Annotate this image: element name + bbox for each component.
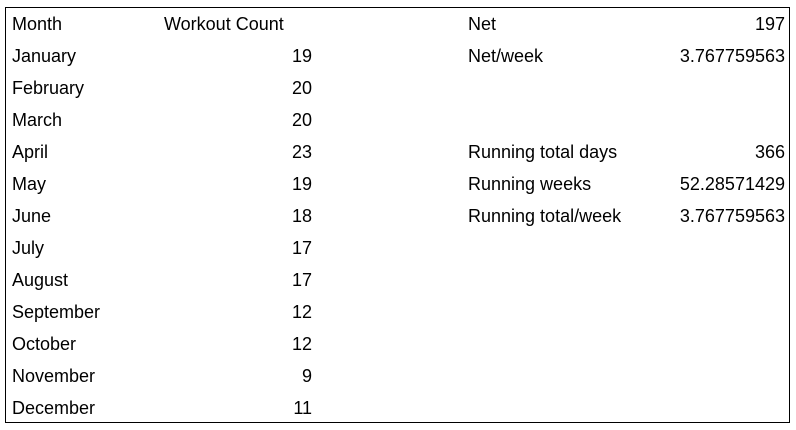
stat-label[interactable]: Running total/week — [468, 206, 622, 226]
month-cell[interactable]: June — [12, 206, 52, 226]
stat-label[interactable]: Net/week — [468, 46, 544, 66]
stat-label[interactable]: Running total days — [468, 142, 618, 162]
month-cell[interactable]: October — [12, 334, 77, 354]
stat-row-running-total-days: Running total days 366 — [468, 136, 785, 168]
month-cell[interactable]: August — [12, 270, 69, 290]
stat-row-running-total-week: Running total/week 3.767759563 — [468, 200, 785, 232]
header-month[interactable]: Month — [12, 14, 63, 34]
table-row: September 12 — [12, 296, 312, 328]
table-row: August 17 — [12, 264, 312, 296]
table-row: July 17 — [12, 232, 312, 264]
month-cell[interactable]: September — [12, 302, 101, 322]
month-cell[interactable]: July — [12, 238, 45, 258]
month-cell[interactable]: January — [12, 46, 77, 66]
stat-label[interactable]: Running weeks — [468, 174, 592, 194]
stat-value[interactable]: 366 — [754, 142, 785, 162]
count-cell[interactable]: 18 — [291, 206, 312, 226]
header-workout-count[interactable]: Workout Count — [164, 14, 284, 34]
stat-label[interactable]: Net — [468, 14, 497, 34]
table-row: January 19 — [12, 40, 312, 72]
stat-value[interactable]: 3.767759563 — [679, 206, 785, 226]
table-row: February 20 — [12, 72, 312, 104]
stat-row-net: Net 197 — [468, 8, 785, 40]
month-cell[interactable]: December — [12, 398, 96, 418]
count-cell[interactable]: 12 — [291, 334, 312, 354]
month-cell[interactable]: November — [12, 366, 96, 386]
empty-row — [468, 104, 785, 136]
count-cell[interactable]: 20 — [291, 78, 312, 98]
empty-row — [468, 72, 785, 104]
count-cell[interactable]: 9 — [301, 366, 312, 386]
month-cell[interactable]: April — [12, 142, 49, 162]
stat-row-net-week: Net/week 3.767759563 — [468, 40, 785, 72]
table-row: March 20 — [12, 104, 312, 136]
stat-value[interactable]: 52.28571429 — [679, 174, 785, 194]
spreadsheet-region: Month Workout Count January 19 February … — [5, 7, 790, 423]
workout-table: Month Workout Count January 19 February … — [12, 8, 312, 424]
stat-value[interactable]: 197 — [754, 14, 785, 34]
table-row: June 18 — [12, 200, 312, 232]
table-row: December 11 — [12, 392, 312, 424]
count-cell[interactable]: 23 — [291, 142, 312, 162]
count-cell[interactable]: 19 — [291, 174, 312, 194]
table-row: November 9 — [12, 360, 312, 392]
count-cell[interactable]: 11 — [293, 398, 312, 418]
stats-table: Net 197 Net/week 3.767759563 Running tot… — [468, 8, 785, 232]
month-cell[interactable]: March — [12, 110, 63, 130]
table-row: April 23 — [12, 136, 312, 168]
table-row: May 19 — [12, 168, 312, 200]
count-cell[interactable]: 20 — [291, 110, 312, 130]
count-cell[interactable]: 17 — [291, 270, 312, 290]
table-row: October 12 — [12, 328, 312, 360]
count-cell[interactable]: 12 — [291, 302, 312, 322]
count-cell[interactable]: 19 — [291, 46, 312, 66]
stat-value[interactable]: 3.767759563 — [679, 46, 785, 66]
table-header-row: Month Workout Count — [12, 8, 312, 40]
month-cell[interactable]: February — [12, 78, 85, 98]
count-cell[interactable]: 17 — [291, 238, 312, 258]
month-cell[interactable]: May — [12, 174, 47, 194]
stat-row-running-weeks: Running weeks 52.28571429 — [468, 168, 785, 200]
